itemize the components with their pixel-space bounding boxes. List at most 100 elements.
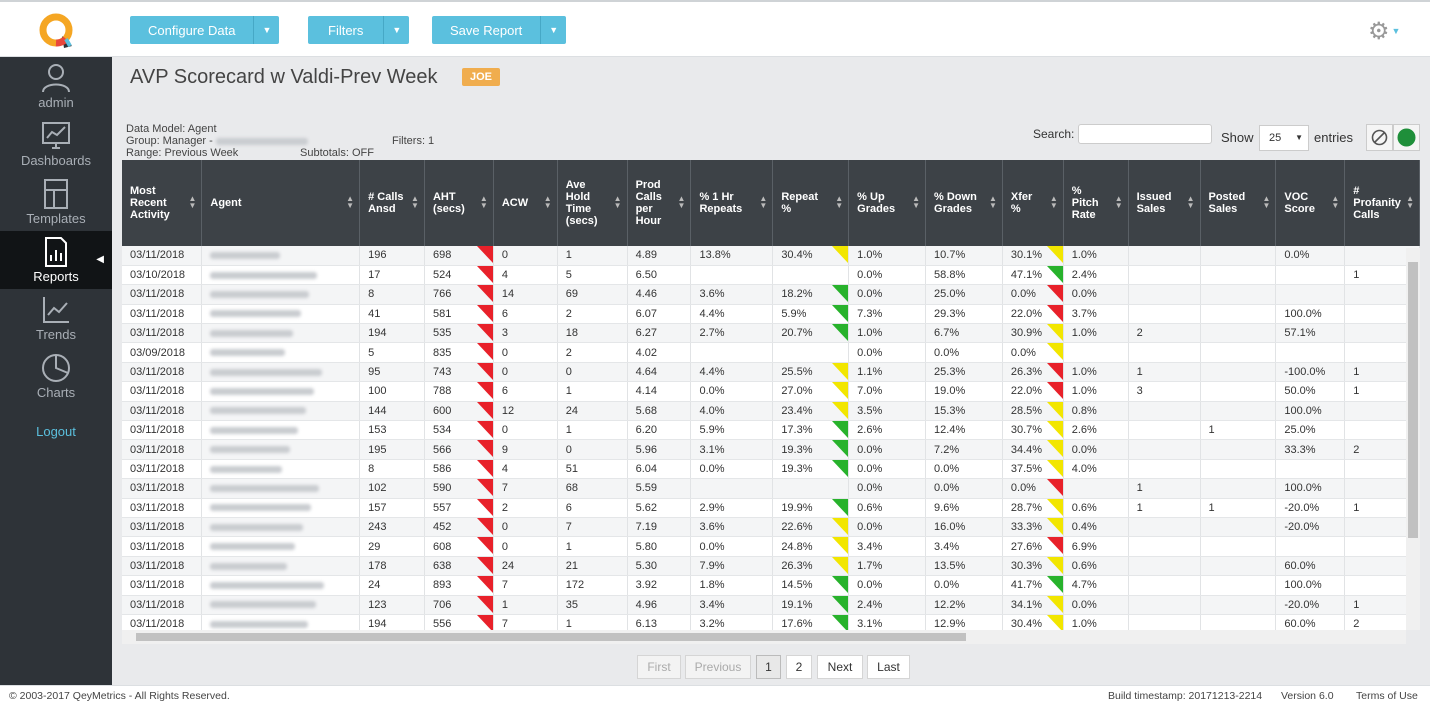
column-header[interactable]: Agent ▲ ▼ <box>201 160 361 246</box>
next-page-button[interactable]: Next <box>817 655 863 679</box>
page-1-button[interactable]: 1 <box>756 655 781 679</box>
table-row[interactable]: 03/11/2018 8 586 4 51 6.04 0.0% 19.3% 0.0% 0.0% 37… <box>122 459 1420 480</box>
table-row[interactable]: 03/11/2018 196 698 0 1 4.89 13.8% 30.4% 1.0% 10.7… <box>122 246 1420 266</box>
sort-icon[interactable]: ▲ ▼ <box>613 194 622 210</box>
column-header[interactable]: % Up Grades ▲ ▼ <box>848 160 927 246</box>
gear-icon[interactable]: ⚙ <box>1368 17 1390 45</box>
page-2-button[interactable]: 2 <box>786 655 812 679</box>
column-header[interactable]: # Profanity Calls ▲ ▼ <box>1344 160 1420 246</box>
column-header[interactable]: Prod Calls per Hour ▲ ▼ <box>627 160 692 246</box>
table-cell: 41 <box>359 304 425 325</box>
horizontal-scrollbar[interactable] <box>122 630 1406 644</box>
chevron-down-icon[interactable]: ▼ <box>253 16 279 44</box>
table-cell: 608 <box>424 536 494 557</box>
page-size-select[interactable]: 25 ▼ <box>1259 125 1309 151</box>
sort-icon[interactable]: ▲ ▼ <box>543 194 552 210</box>
scrollbar-thumb[interactable] <box>1408 262 1418 538</box>
table-row[interactable]: 03/11/2018 123 706 1 35 4.96 3.4% 19.1% 2.4% 12.2… <box>122 595 1420 615</box>
column-header[interactable]: Posted Sales ▲ ▼ <box>1200 160 1277 246</box>
sort-icon[interactable]: ▲ ▼ <box>912 194 921 210</box>
sidebar-item-charts[interactable]: Charts <box>0 347 112 405</box>
column-header[interactable]: Ave Hold Time (secs) ▲ ▼ <box>557 160 628 246</box>
column-header[interactable]: # Calls Ansd ▲ ▼ <box>359 160 425 246</box>
table-row[interactable]: 03/11/2018 8 766 14 69 4.46 3.6% 18.2% 0.0% 25.0%… <box>122 284 1420 305</box>
column-header[interactable]: Xfer % ▲ ▼ <box>1002 160 1064 246</box>
table-row[interactable]: 03/11/2018 157 557 2 6 5.62 2.9% 19.9% 0.6% 9.6% 2… <box>122 498 1420 518</box>
table-row[interactable]: 03/09/2018 5 835 0 2 4.02 0.0% 0.0% 0.0% <box>122 342 1420 363</box>
column-toggle-button[interactable] <box>1366 124 1393 151</box>
column-header[interactable]: VOC Score ▲ ▼ <box>1275 160 1346 246</box>
configure-data-button[interactable]: Configure Data ▼ <box>130 16 280 44</box>
sort-icon[interactable]: ▲ ▼ <box>411 194 419 210</box>
chevron-down-icon[interactable]: ▼ <box>540 16 566 44</box>
sort-icon[interactable]: ▲ ▼ <box>988 194 997 210</box>
table-row[interactable]: 03/11/2018 24 893 7 172 3.92 1.8% 14.5% 0.0% 0.0%… <box>122 575 1420 596</box>
sidebar-item-admin[interactable]: admin <box>0 57 112 115</box>
table-cell: 196 <box>359 246 425 266</box>
scrollbar-thumb[interactable] <box>136 633 966 641</box>
sidebar-item-reports[interactable]: Reports ◀ <box>0 231 112 289</box>
chevron-down-icon[interactable]: ▼ <box>383 16 409 44</box>
column-header[interactable]: % Down Grades ▲ ▼ <box>925 160 1003 246</box>
redacted-agent-name <box>210 562 288 570</box>
first-page-button[interactable]: First <box>637 655 681 679</box>
sort-icon[interactable]: ▲ ▼ <box>835 194 844 210</box>
table-cell <box>1128 284 1201 305</box>
table-cell: 03/11/2018 <box>122 536 203 557</box>
save-report-button[interactable]: Save Report ▼ <box>432 16 567 44</box>
app-logo[interactable] <box>38 12 76 50</box>
table-row[interactable]: 03/10/2018 17 524 4 5 6.50 0.0% 58.8% 47.1% 2.4% 1 <box>122 265 1420 286</box>
table-row[interactable]: 03/11/2018 41 581 6 2 6.07 4.4% 5.9% 7.3% 29.3% 22… <box>122 304 1420 325</box>
filters-button[interactable]: Filters ▼ <box>308 16 410 44</box>
table-row[interactable]: 03/11/2018 144 600 12 24 5.68 4.0% 23.4% 3.5% 15.… <box>122 401 1420 422</box>
redacted-agent-name <box>210 484 320 492</box>
sort-icon[interactable]: ▲ ▼ <box>677 194 686 210</box>
table-row[interactable]: 03/11/2018 95 743 0 0 4.64 4.4% 25.5% 1.1% 25.3% 2… <box>122 362 1420 383</box>
sort-icon[interactable]: ▲ ▼ <box>479 194 488 210</box>
column-header[interactable]: Repeat % ▲ ▼ <box>772 160 850 246</box>
table-cell <box>1275 284 1346 305</box>
sort-icon[interactable]: ▲ ▼ <box>1331 194 1340 210</box>
table-row[interactable]: 03/11/2018 243 452 0 7 7.19 3.6% 22.6% 0.0% 16.0%… <box>122 517 1420 538</box>
settings-menu[interactable]: ⚙ ▼ <box>1368 16 1412 46</box>
sort-icon[interactable]: ▲ ▼ <box>188 194 197 210</box>
vertical-scrollbar[interactable] <box>1406 248 1420 630</box>
terms-link[interactable]: Terms of Use <box>1356 690 1418 702</box>
sort-icon[interactable]: ▲ ▼ <box>1186 194 1195 210</box>
table-cell: 23.4% <box>772 401 850 422</box>
table-cell: 1.0% <box>1063 381 1129 402</box>
table-row[interactable]: 03/11/2018 195 566 9 0 5.96 3.1% 19.3% 0.0% 7.2% 3… <box>122 439 1420 460</box>
column-header[interactable]: % Pitch Rate ▲ ▼ <box>1063 160 1129 246</box>
pie-chart-icon <box>42 354 70 382</box>
column-header[interactable]: Issued Sales ▲ ▼ <box>1128 160 1201 246</box>
table-row[interactable]: 03/11/2018 194 556 7 1 6.13 3.2% 17.6% 3.1% 12.9%… <box>122 614 1420 630</box>
sort-icon[interactable]: ▲ ▼ <box>1049 194 1058 210</box>
column-header[interactable]: ACW ▲ ▼ <box>493 160 558 246</box>
sort-icon[interactable]: ▲ ▼ <box>1114 194 1123 210</box>
status-button[interactable] <box>1393 124 1420 151</box>
search-input[interactable] <box>1078 124 1212 144</box>
table-row[interactable]: 03/11/2018 153 534 0 1 6.20 5.9% 17.3% 2.6% 12.4%… <box>122 420 1420 441</box>
table-cell: 5.9% <box>690 420 774 441</box>
sort-icon[interactable]: ▲ ▼ <box>759 194 768 210</box>
column-header[interactable]: % 1 Hr Repeats ▲ ▼ <box>690 160 774 246</box>
table-row[interactable]: 03/11/2018 194 535 3 18 6.27 2.7% 20.7% 1.0% 6.7%… <box>122 323 1420 344</box>
table-cell: 1 <box>557 420 628 441</box>
previous-page-button[interactable]: Previous <box>685 655 751 679</box>
chevron-down-icon: ▼ <box>1391 26 1401 36</box>
table-row[interactable]: 03/11/2018 102 590 7 68 5.59 0.0% 0.0% 0.0% 1 100.… <box>122 478 1420 499</box>
sort-icon[interactable]: ▲ ▼ <box>1262 194 1271 210</box>
table-row[interactable]: 03/11/2018 29 608 0 1 5.80 0.0% 24.8% 3.4% 3.4% 27… <box>122 536 1420 557</box>
table-row[interactable]: 03/11/2018 100 788 6 1 4.14 0.0% 27.0% 7.0% 19.0%… <box>122 381 1420 402</box>
table-cell: 29.3% <box>925 304 1003 325</box>
sidebar-item-dashboards[interactable]: Dashboards <box>0 115 112 173</box>
column-header[interactable]: Most Recent Activity ▲ ▼ <box>122 160 203 246</box>
sort-icon[interactable]: ▲ ▼ <box>1406 194 1414 210</box>
last-page-button[interactable]: Last <box>867 655 910 679</box>
sort-icon[interactable]: ▲ ▼ <box>346 194 355 210</box>
logout-link[interactable]: Logout <box>36 424 76 439</box>
column-header[interactable]: AHT (secs) ▲ ▼ <box>424 160 494 246</box>
sidebar-item-trends[interactable]: Trends <box>0 289 112 347</box>
sidebar-item-templates[interactable]: Templates <box>0 173 112 231</box>
table-row[interactable]: 03/11/2018 178 638 24 21 5.30 7.9% 26.3% 1.7% 13.… <box>122 556 1420 577</box>
